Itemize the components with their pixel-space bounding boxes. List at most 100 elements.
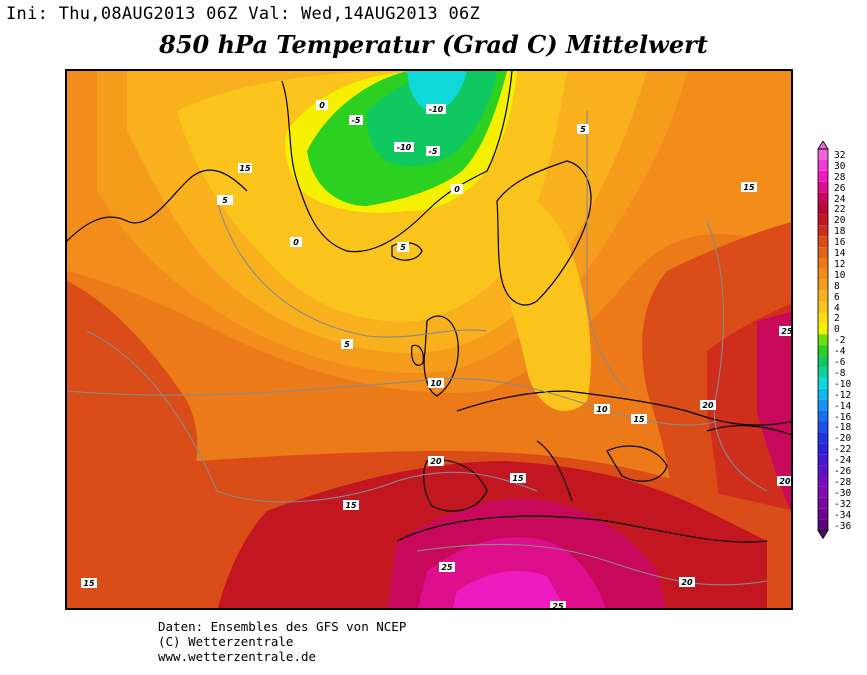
isotherm-label: 15 — [81, 578, 97, 588]
legend-swatch — [818, 432, 828, 444]
legend-arrow-bottom — [817, 530, 829, 540]
legend-swatch — [818, 247, 828, 258]
isotherm-label: 15 — [343, 500, 359, 510]
isotherm-label-text: 0 — [293, 238, 299, 247]
legend-label: -8 — [834, 367, 846, 379]
legend-swatch — [818, 290, 828, 302]
legend-swatch — [818, 192, 828, 204]
legend-border — [817, 148, 829, 531]
legend-swatch — [818, 159, 828, 171]
isotherm-label-text: 15 — [239, 164, 251, 173]
isotherm-label-text: 20 — [681, 578, 693, 587]
ireland — [411, 344, 424, 366]
credits-website: www.wetterzentrale.de — [158, 649, 317, 664]
isotherm-5-west — [216, 200, 488, 338]
iberia — [423, 459, 488, 512]
band-28 — [452, 571, 565, 608]
legend-swatch — [818, 356, 828, 367]
isotherm-label-text: 25 — [781, 327, 793, 336]
legend-label: -32 — [834, 498, 852, 510]
legend-label: 4 — [834, 302, 840, 314]
legend-swatch — [818, 367, 828, 378]
legend-label: 6 — [834, 291, 840, 303]
legend-label: -18 — [834, 422, 852, 434]
isotherm-label: 15 — [238, 163, 252, 173]
isotherm-label-text: 5 — [400, 243, 406, 252]
legend-colorbar — [817, 141, 829, 540]
isotherm-label-text: 25 — [441, 563, 453, 572]
isotherm-label-layer: 0 -5 -10 -10 -5 0 0 5 5 15 15 5 5 10 10 … — [81, 100, 793, 608]
legend-swatch — [818, 225, 828, 237]
balkans — [606, 445, 668, 482]
legend-label: -22 — [834, 444, 852, 456]
legend-swatch — [818, 170, 828, 182]
legend-label: -20 — [834, 433, 852, 445]
credits-data-source: Daten: Ensembles des GFS von NCEP — [158, 619, 407, 634]
legend-label: -2 — [834, 335, 846, 347]
legend-label: 26 — [834, 182, 846, 194]
legend-swatch — [818, 486, 828, 498]
isotherm-label-text: 0 — [319, 101, 325, 110]
legend-label: 32 — [834, 149, 846, 161]
legend-swatch — [818, 301, 828, 313]
legend-swatch — [818, 149, 828, 160]
isotherm-label-text: 15 — [345, 501, 357, 510]
legend-label: -30 — [834, 487, 852, 499]
legend-swatch — [818, 410, 828, 422]
credits-copyright: (C) Wetterzentrale — [158, 634, 294, 649]
legend-label: -28 — [834, 476, 852, 488]
legend-swatch — [818, 388, 828, 400]
legend-swatch — [818, 454, 828, 466]
map-title: 850 hPa Temperatur (Grad C) Mittelwert — [159, 30, 708, 59]
isotherm-label: 25 — [779, 326, 793, 336]
temperature-field: 0 -5 -10 -10 -5 0 0 5 5 15 15 5 5 10 10 … — [67, 71, 793, 608]
isotherm-label: -10 — [394, 142, 414, 152]
legend-label: 12 — [834, 258, 846, 270]
isotherm-label: 25 — [550, 601, 566, 608]
legend-label: 10 — [834, 269, 846, 281]
legend-swatch — [818, 421, 828, 433]
isotherm-label-text: 5 — [222, 196, 228, 205]
legend-label: 24 — [834, 193, 846, 205]
isotherm-5-east — [586, 111, 628, 392]
isotherm-label-text: 20 — [430, 457, 442, 466]
isotherm-label: -5 — [349, 115, 363, 125]
isotherm-label-text: -5 — [352, 116, 361, 125]
init-valid-line: Ini: Thu,08AUG2013 06Z Val: Wed,14AUG201… — [6, 4, 481, 24]
credits: Daten: Ensembles des GFS von NCEP (C) We… — [158, 619, 406, 664]
isotherm-label: 0 — [316, 100, 328, 110]
isotherm-label: 0 — [451, 184, 463, 194]
isotherm-label-text: 15 — [512, 474, 524, 483]
legend-swatch — [818, 181, 828, 193]
color-legend: 32 30 28 26 24 22 20 18 16 14 12 10 8 6 4 2 0 -2 -4 -6 -8 -10… — [813, 141, 867, 541]
isotherm-label: 0 — [290, 237, 302, 247]
legend-label: 14 — [834, 248, 846, 259]
legend-swatch — [818, 334, 828, 346]
isotherm-label-text: 20 — [702, 401, 714, 410]
isotherm-label-text: 10 — [596, 405, 608, 414]
legend-swatch — [818, 323, 828, 335]
isotherm-label: -5 — [426, 146, 440, 156]
isotherm-label: 5 — [217, 195, 233, 205]
isotherm-label: 10 — [594, 404, 610, 414]
legend-label: -26 — [834, 466, 852, 477]
legend-swatch — [818, 345, 828, 357]
legend-label: 18 — [834, 226, 846, 238]
isotherm-label: 5 — [397, 242, 409, 252]
legend-label: -4 — [834, 346, 846, 358]
isotherm-label: 15 — [631, 414, 647, 424]
legend-swatch — [818, 203, 828, 215]
isotherm-15-east — [706, 220, 768, 492]
isotherm-label-text: 15 — [633, 415, 645, 424]
europe-coast — [456, 390, 791, 426]
britain — [423, 315, 459, 397]
legend-swatch — [818, 377, 828, 389]
isotherm-label-text: 20 — [779, 477, 791, 486]
isotherm-20-africa — [416, 543, 768, 586]
legend-swatch — [818, 236, 828, 248]
isotherm-label: 20 — [700, 400, 716, 410]
isotherm-label-text: -5 — [429, 147, 438, 156]
legend-swatch — [818, 214, 828, 226]
isotherm-label-text: -10 — [429, 105, 444, 114]
scandinavia — [496, 160, 592, 306]
